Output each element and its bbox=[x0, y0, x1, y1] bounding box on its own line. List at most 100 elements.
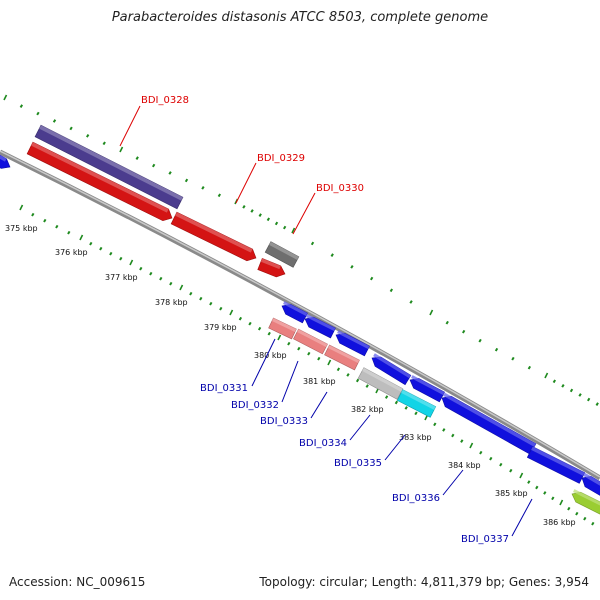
inner-tick-mark bbox=[159, 276, 163, 281]
inner-tick-mark bbox=[575, 511, 579, 516]
scale-label: 379 kbp bbox=[204, 323, 237, 332]
inner-tick-mark bbox=[43, 218, 47, 223]
outer-tick-mark bbox=[310, 241, 315, 246]
gene-label-leader bbox=[310, 391, 328, 419]
outer-tick-mark bbox=[217, 193, 222, 198]
inner-tick-mark bbox=[355, 378, 360, 383]
gene-label-leader bbox=[384, 434, 406, 461]
outer-tick-mark bbox=[119, 146, 124, 153]
inner-tick-mark bbox=[527, 480, 531, 484]
gene-label: BDI_0333 bbox=[260, 416, 308, 427]
gene-arrow-blue-b bbox=[304, 314, 336, 339]
gene-label: BDI_0332 bbox=[231, 400, 279, 411]
scale-label: 376 kbp bbox=[55, 248, 88, 257]
inner-tick-mark bbox=[489, 456, 493, 461]
inner-tick-mark bbox=[327, 359, 332, 366]
inner-tick-mark bbox=[499, 462, 503, 467]
outer-tick-mark bbox=[102, 141, 106, 146]
gene-label-leader bbox=[511, 498, 533, 537]
gene-label-leader bbox=[119, 105, 141, 147]
inner-tick-mark bbox=[346, 373, 350, 377]
gene-arrow-blue-e bbox=[409, 375, 445, 403]
outer-tick-mark bbox=[330, 253, 334, 257]
outer-tick-mark bbox=[578, 393, 582, 397]
outer-tick-mark bbox=[3, 94, 8, 101]
outer-tick-mark bbox=[184, 178, 189, 183]
outer-tick-mark bbox=[250, 209, 254, 213]
outer-tick-mark bbox=[595, 402, 599, 406]
gene-box-gray bbox=[264, 241, 300, 268]
inner-tick-mark bbox=[248, 321, 252, 326]
gene-box-bdi-0331 bbox=[268, 317, 297, 340]
topology-text: Topology: circular; Length: 4,811,379 bp… bbox=[259, 575, 589, 589]
page-title: Parabacteroides distasonis ATCC 8503, co… bbox=[111, 10, 489, 25]
inner-tick-mark bbox=[451, 433, 455, 438]
outer-tick-mark bbox=[36, 111, 40, 116]
inner-tick-mark bbox=[591, 521, 595, 526]
gene-label: BDI_0336 bbox=[392, 493, 440, 504]
gene-label: BDI_0337 bbox=[461, 534, 509, 545]
scale-label: 385 kbp bbox=[495, 489, 528, 498]
inner-tick-mark bbox=[551, 496, 555, 501]
outer-tick-mark bbox=[86, 134, 90, 138]
scale-label: 384 kbp bbox=[448, 461, 481, 470]
outer-tick-mark bbox=[569, 388, 574, 393]
outer-tick-mark bbox=[69, 126, 73, 131]
inner-tick-mark bbox=[67, 230, 71, 235]
outer-tick-mark bbox=[266, 217, 271, 222]
gene-label: BDI_0328 bbox=[141, 95, 189, 106]
inner-tick-mark bbox=[89, 241, 93, 246]
outer-tick-mark bbox=[552, 379, 557, 384]
inner-tick-mark bbox=[179, 284, 184, 291]
outer-tick-mark bbox=[274, 221, 279, 226]
inner-tick-mark bbox=[149, 271, 153, 276]
inner-tick-mark bbox=[442, 428, 446, 432]
scale-label: 386 kbp bbox=[543, 518, 576, 527]
inner-tick-mark bbox=[307, 351, 311, 356]
outer-tick-mark bbox=[370, 276, 374, 281]
scale-label: 380 kbp bbox=[254, 351, 287, 360]
inner-tick-ring bbox=[19, 204, 595, 526]
gene-box-bdi-0335 bbox=[396, 389, 437, 418]
inner-tick-mark bbox=[209, 301, 213, 306]
gene-label: BDI_0329 bbox=[257, 153, 305, 164]
inner-tick-mark bbox=[317, 356, 321, 361]
inner-tick-mark bbox=[257, 326, 262, 331]
outer-tick-mark bbox=[511, 356, 515, 361]
inner-tick-mark bbox=[99, 246, 103, 251]
feature-block bbox=[34, 124, 184, 210]
inner-tick-mark bbox=[384, 395, 389, 399]
inner-tick-mark bbox=[509, 468, 513, 473]
outer-tick-mark bbox=[19, 104, 24, 108]
outer-tick-mark bbox=[527, 365, 532, 370]
gene-label-leader bbox=[251, 338, 276, 387]
inner-tick-mark bbox=[404, 406, 408, 410]
gene-label-leader bbox=[349, 414, 371, 441]
gene-arrow-bdi-0328 bbox=[26, 141, 173, 222]
accession-text: Accession: NC_009615 bbox=[9, 575, 146, 589]
outer-tick-mark bbox=[445, 320, 449, 325]
gene-arrow-blue-edge bbox=[581, 472, 600, 498]
gene-features bbox=[0, 124, 600, 518]
gene-label: BDI_0331 bbox=[200, 383, 248, 394]
inner-tick-mark bbox=[277, 334, 282, 341]
inner-tick-mark bbox=[336, 367, 341, 372]
inner-tick-mark bbox=[169, 281, 173, 286]
inner-tick-mark bbox=[139, 266, 143, 271]
outer-tick-mark bbox=[242, 205, 246, 209]
inner-tick-mark bbox=[129, 259, 134, 266]
scale-label: 377 kbp bbox=[105, 273, 138, 282]
gene-box-bdi-0332 bbox=[293, 328, 328, 355]
gene-arrow-bdi-0329 bbox=[170, 211, 257, 262]
inner-tick-mark bbox=[199, 296, 203, 301]
outer-tick-mark bbox=[201, 186, 205, 190]
gene-arrow-blue-d bbox=[371, 353, 412, 386]
outer-tick-mark bbox=[561, 384, 565, 388]
gene-box-bdi-0337 bbox=[526, 446, 586, 484]
inner-tick-mark bbox=[189, 291, 193, 296]
gene-arrow-bdi-0330 bbox=[257, 258, 286, 278]
outer-tick-mark bbox=[152, 163, 156, 168]
scale-labels: 375 kbp 376 kbp 377 kbp 378 kbp 379 kbp 380 k… bbox=[5, 224, 576, 527]
outer-tick-mark bbox=[478, 338, 482, 343]
